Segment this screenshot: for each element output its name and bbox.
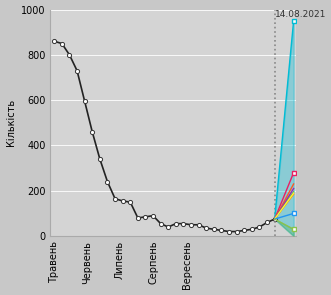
Text: 14.08.2021: 14.08.2021 bbox=[275, 9, 326, 19]
Y-axis label: Кількість: Кількість bbox=[6, 99, 16, 146]
